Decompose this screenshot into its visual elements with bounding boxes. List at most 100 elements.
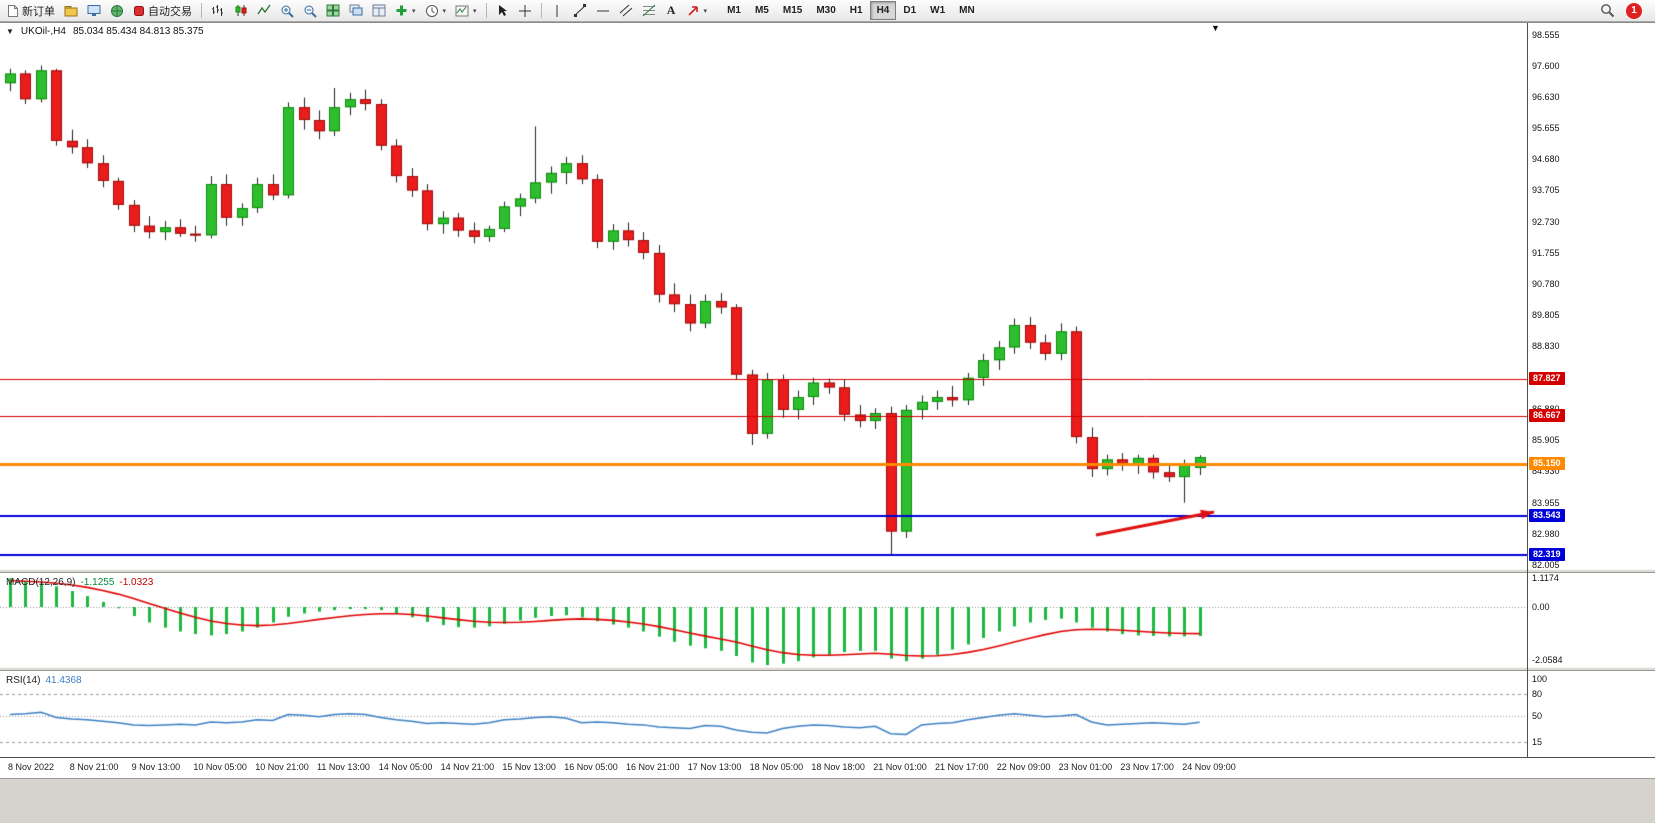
- fibonacci-icon: [642, 4, 656, 17]
- time-axis-label: 18 Nov 05:00: [749, 762, 804, 772]
- notification-badge[interactable]: 1: [1626, 2, 1642, 19]
- time-axis-label: 8 Nov 21:00: [69, 762, 119, 772]
- zoom-in-icon: [280, 4, 294, 18]
- periods-button[interactable]: ▾: [421, 1, 451, 20]
- macd-axis-label: -2.0584: [1532, 655, 1563, 666]
- templates-icon: [455, 5, 469, 17]
- rsi-value: 41.4368: [45, 675, 82, 686]
- macd-chart[interactable]: [0, 573, 1527, 667]
- crosshair-icon: [518, 4, 532, 18]
- rsi-axis-label: 15: [1532, 736, 1543, 747]
- search-button[interactable]: [1596, 1, 1619, 20]
- chevron-down-icon: ▼: [6, 27, 14, 36]
- indicators-button[interactable]: ▾: [391, 1, 420, 20]
- tile-windows-button[interactable]: [322, 1, 344, 20]
- timeframe-m5[interactable]: M5: [748, 1, 776, 20]
- time-axis-label: 23 Nov 17:00: [1120, 762, 1174, 772]
- cascade-windows-button[interactable]: [345, 1, 367, 20]
- new-order-button[interactable]: 新订单: [3, 1, 59, 20]
- time-axis-label: 10 Nov 21:00: [255, 762, 309, 772]
- panel-separator[interactable]: [0, 667, 1655, 671]
- arrows-tool-button[interactable]: ▾: [683, 1, 712, 20]
- fibonacci-button[interactable]: [638, 1, 660, 20]
- timeframe-w1[interactable]: W1: [923, 1, 952, 20]
- horizontal-line-button[interactable]: [592, 1, 614, 20]
- timeframe-m1[interactable]: M1: [720, 1, 748, 20]
- price-axis-label: 95.655: [1532, 122, 1560, 133]
- time-axis-label: 15 Nov 13:00: [502, 762, 556, 772]
- profiles-icon: [64, 5, 78, 17]
- timeframe-group: M1 M5 M15 M30 H1 H4 D1 W1 MN: [720, 1, 982, 20]
- candlestick-chart-icon: [234, 4, 248, 17]
- timeframe-h4[interactable]: H4: [869, 1, 897, 20]
- tile-windows-icon: [326, 4, 340, 17]
- symbol-title: UKOil-,H4: [20, 26, 66, 37]
- price-tag: 83.543: [1529, 508, 1565, 522]
- timeframe-d1[interactable]: D1: [896, 1, 923, 20]
- timeframe-m15[interactable]: M15: [776, 1, 809, 20]
- toolbar-separator: [540, 3, 542, 18]
- macd-signal-value: -1.0323: [119, 577, 154, 588]
- zoom-out-icon: [303, 4, 317, 18]
- text-icon: A: [666, 3, 676, 17]
- arrange-windows-button[interactable]: [368, 1, 390, 20]
- zoom-in-button[interactable]: [276, 1, 298, 20]
- crosshair-button[interactable]: [514, 1, 536, 20]
- trendline-button[interactable]: [569, 1, 591, 20]
- toolbar-separator: [201, 3, 202, 18]
- trendline-icon: [573, 4, 587, 17]
- time-axis[interactable]: 8 Nov 2022 8 Nov 21:00 9 Nov 13:00 10 Nov 0…: [0, 757, 1655, 778]
- toolbar-separator: [485, 3, 487, 18]
- price-axis-border: [1527, 23, 1528, 757]
- panel-separator[interactable]: [0, 569, 1655, 573]
- vertical-line-button[interactable]: [547, 1, 568, 20]
- line-chart-icon: [257, 4, 271, 17]
- chart-shift-marker[interactable]: ▼: [1211, 23, 1220, 33]
- cursor-button[interactable]: [492, 1, 513, 20]
- time-axis-label: 21 Nov 01:00: [873, 762, 927, 772]
- channel-button[interactable]: [615, 1, 637, 20]
- templates-button[interactable]: ▾: [451, 1, 481, 20]
- arrange-windows-icon: [372, 4, 386, 17]
- new-order-label: 新订单: [22, 5, 55, 18]
- autotrading-icon: [133, 5, 145, 17]
- macd-name: MACD(12,26,9): [6, 577, 76, 588]
- profiles-button[interactable]: [60, 1, 82, 20]
- zoom-out-button[interactable]: [299, 1, 321, 20]
- bar-chart-button[interactable]: [207, 1, 229, 20]
- price-axis-label: 96.630: [1532, 91, 1560, 102]
- indicators-icon: [395, 4, 408, 17]
- price-axis-label: 89.805: [1532, 310, 1560, 321]
- macd-axis-label: 0.00: [1532, 602, 1550, 612]
- rsi-axis-label: 50: [1532, 711, 1543, 721]
- price-axis-label: 84.930: [1532, 466, 1560, 477]
- price-axis-label: 98.555: [1532, 30, 1560, 40]
- price-axis-label: 97.600: [1532, 60, 1560, 71]
- time-axis-label: 8 Nov 2022: [8, 762, 55, 772]
- navigator-button[interactable]: [106, 1, 128, 20]
- text-tool-button[interactable]: A: [661, 1, 682, 20]
- main-toolbar: 新订单 自动交易 ▾ ▾ ▾: [0, 0, 1655, 22]
- time-axis-label: 21 Nov 17:00: [935, 762, 989, 772]
- rsi-chart[interactable]: [0, 671, 1527, 757]
- time-axis-label: 17 Nov 13:00: [687, 762, 742, 772]
- cursor-icon: [496, 4, 508, 18]
- toolbar-right-group: 1: [1596, 1, 1652, 20]
- timeframe-mn[interactable]: MN: [952, 1, 982, 20]
- price-axis-label: 85.905: [1532, 435, 1560, 446]
- price-axis-label: 91.755: [1532, 247, 1560, 258]
- time-axis-label: 11 Nov 13:00: [317, 762, 370, 772]
- candlestick-chart-button[interactable]: [230, 1, 252, 20]
- price-axis-label: 82.005: [1532, 560, 1560, 570]
- timeframe-h1[interactable]: H1: [843, 1, 870, 20]
- market-watch-button[interactable]: [83, 1, 105, 20]
- line-chart-button[interactable]: [253, 1, 275, 20]
- dropdown-arrow-icon: ▾: [412, 7, 416, 15]
- autotrading-button[interactable]: 自动交易: [129, 1, 196, 20]
- price-tag: 85.150: [1529, 457, 1565, 471]
- candlestick-chart[interactable]: [0, 23, 1527, 569]
- price-axis-label: 93.705: [1532, 185, 1560, 196]
- timeframe-m30[interactable]: M30: [809, 1, 842, 20]
- new-order-icon: [7, 4, 19, 18]
- horizontal-line-icon: [596, 6, 610, 16]
